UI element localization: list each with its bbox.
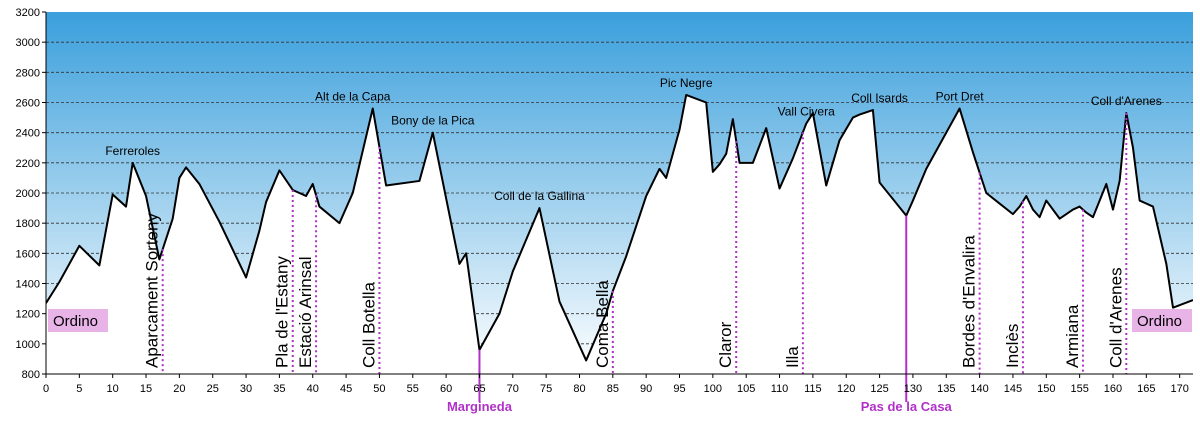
labels: Aparcament Sorteny Pla de l'Estany Estació… [48,76,1192,414]
x-tick-label: 50 [373,383,385,395]
endpoint-label: Ordino [53,313,98,330]
x-tick-label: 165 [1137,383,1155,395]
elevation-line [46,93,1193,362]
waypoint-label: Bordes d'Envalira [960,235,979,368]
y-tick-label: 2000 [16,188,40,200]
x-tick-label: 0 [43,383,49,395]
x-tick-label: 20 [173,383,185,395]
endpoint-badge: Ordino [48,309,108,332]
x-tick-label: 155 [1070,383,1088,395]
x-tick-label: 115 [804,383,822,395]
waypoint-markers [161,113,1128,402]
waypoint-label: Coll d'Arenes [1106,267,1125,368]
x-tick-label: 60 [440,383,452,395]
x-tick-label: 70 [507,383,519,395]
y-tick-label: 1600 [16,248,40,260]
y-tick-label: 1000 [16,339,40,351]
x-tick-label: 10 [107,383,119,395]
x-tick-label: 145 [1004,383,1022,395]
x-tick-label: 150 [1037,383,1055,395]
peak-label: Bony de la Pica [391,114,475,128]
endpoint-badge: Ordino [1132,309,1192,332]
waypoint-label: Inclès [1003,324,1022,368]
peak-label: Vall Civera [778,105,835,119]
stage-label: Margineda [447,399,513,414]
x-tick-label: 80 [573,383,585,395]
waypoint-label: Estació Arinsal [296,257,315,369]
x-tick-label: 125 [870,383,888,395]
x-tick-label: 130 [904,383,922,395]
peak-label: Pic Negre [660,76,713,90]
y-tick-label: 2800 [16,67,40,79]
peak-label: Alt de la Capa [315,90,391,104]
y-tick-label: 2200 [16,158,40,170]
x-tick-label: 105 [737,383,755,395]
y-tick-label: 1800 [16,218,40,230]
y-tick-label: 800 [22,369,40,381]
y-tick-label: 2400 [16,128,40,140]
peak-label: Coll d'Arenes [1091,94,1162,108]
waypoint-label: Coma Bella [593,280,612,368]
x-tick-label: 135 [937,383,955,395]
x-tick-label: 170 [1170,383,1188,395]
y-tick-label: 2600 [16,98,40,110]
x-tick-label: 65 [473,383,485,395]
peak-label: Coll Isards [851,91,908,105]
x-tick-label: 15 [140,383,152,395]
x-tick-label: 30 [240,383,252,395]
x-tick-label: 160 [1104,383,1122,395]
x-tick-label: 140 [970,383,988,395]
peak-label: Coll de la Gallina [494,189,585,203]
x-tick-label: 75 [540,383,552,395]
x-tick-label: 35 [273,383,285,395]
y-tick-label: 1400 [16,279,40,291]
x-tick-label: 55 [407,383,419,395]
x-tick-label: 45 [340,383,352,395]
axes: 8001000120014001600180020002200240026002… [16,7,1193,395]
x-tick-label: 90 [640,383,652,395]
peak-label: Ferreroles [105,144,160,158]
x-tick-label: 25 [207,383,219,395]
x-tick-label: 85 [607,383,619,395]
endpoint-box [48,309,108,332]
x-tick-label: 100 [704,383,722,395]
waypoint-label: Coll Botella [359,281,378,368]
waypoint-label: Claror [716,321,735,368]
waypoint-label: Illa [783,346,802,368]
x-tick-label: 5 [76,383,82,395]
waypoint-label: Pla de l'Estany [273,256,292,368]
waypoint-label: Armiana [1063,304,1082,368]
waypoint-label: Aparcament Sorteny [143,213,162,368]
x-tick-label: 110 [771,383,789,395]
endpoint-box [1132,309,1192,332]
x-tick-label: 120 [837,383,855,395]
x-tick-label: 40 [307,383,319,395]
x-tick-label: 95 [673,383,685,395]
y-tick-label: 3200 [16,7,40,19]
peak-label: Port Dret [936,90,985,104]
y-tick-label: 3000 [16,37,40,49]
endpoint-label: Ordino [1137,313,1182,330]
y-tick-label: 1200 [16,309,40,321]
stage-label: Pas de la Casa [861,399,953,414]
